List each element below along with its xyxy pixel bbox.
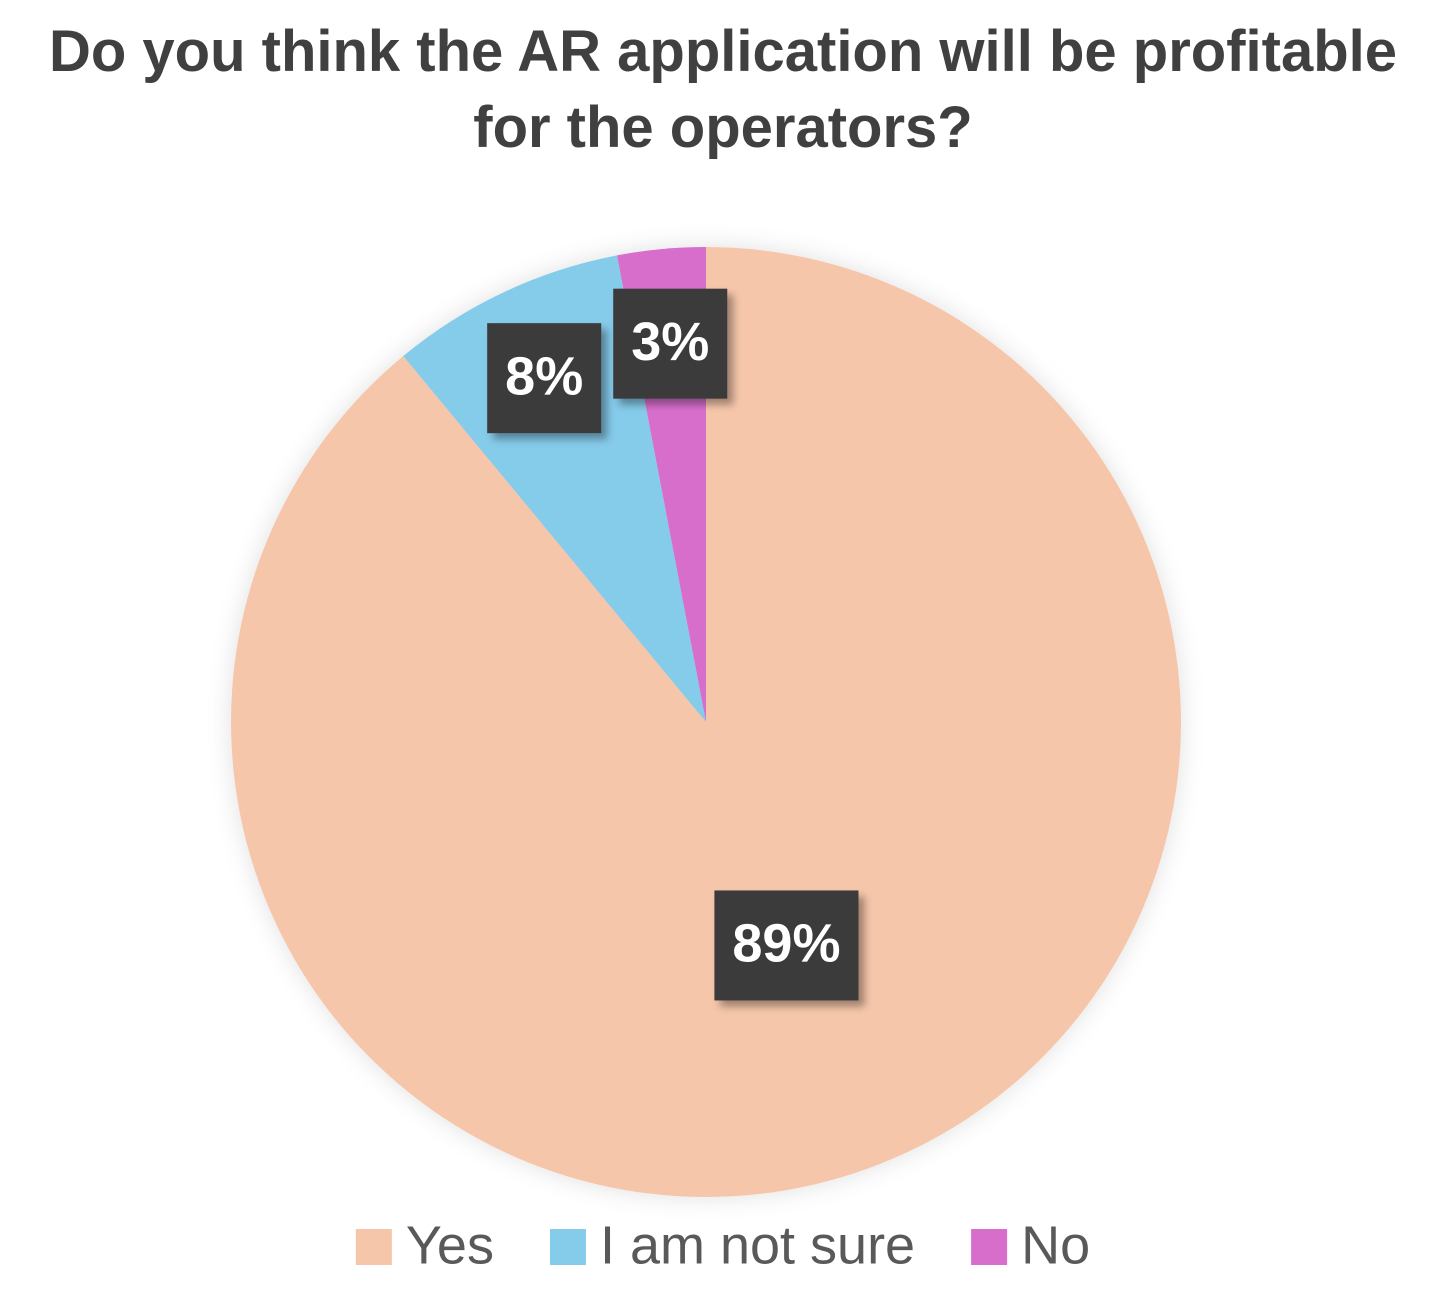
legend: Yes I am not sure No [355, 1215, 1090, 1275]
pie-slice [230, 247, 1181, 1198]
data-label: 89% [714, 890, 859, 1001]
data-labels: 89% 8% 3% [487, 288, 859, 1001]
legend-item: I am not sure [549, 1215, 915, 1275]
data-label-text: 89% [732, 914, 840, 974]
data-label-box [487, 323, 602, 434]
legend-swatch [549, 1229, 586, 1265]
data-label-text: 3% [631, 312, 709, 372]
legend-label: I am not sure [600, 1215, 915, 1275]
data-label-text: 8% [505, 346, 583, 406]
chart-title: Do you think the AR application will be … [48, 19, 1398, 160]
data-label-box [613, 288, 728, 399]
data-label-box [714, 890, 859, 1001]
legend-item: Yes [355, 1215, 494, 1275]
legend-item: No [971, 1215, 1090, 1275]
legend-label: Yes [406, 1215, 494, 1275]
legend-swatch [355, 1229, 392, 1265]
legend-label: No [1021, 1215, 1090, 1275]
data-label: 3% [613, 288, 728, 399]
legend-swatch [971, 1229, 1008, 1265]
data-label: 8% [487, 323, 602, 434]
